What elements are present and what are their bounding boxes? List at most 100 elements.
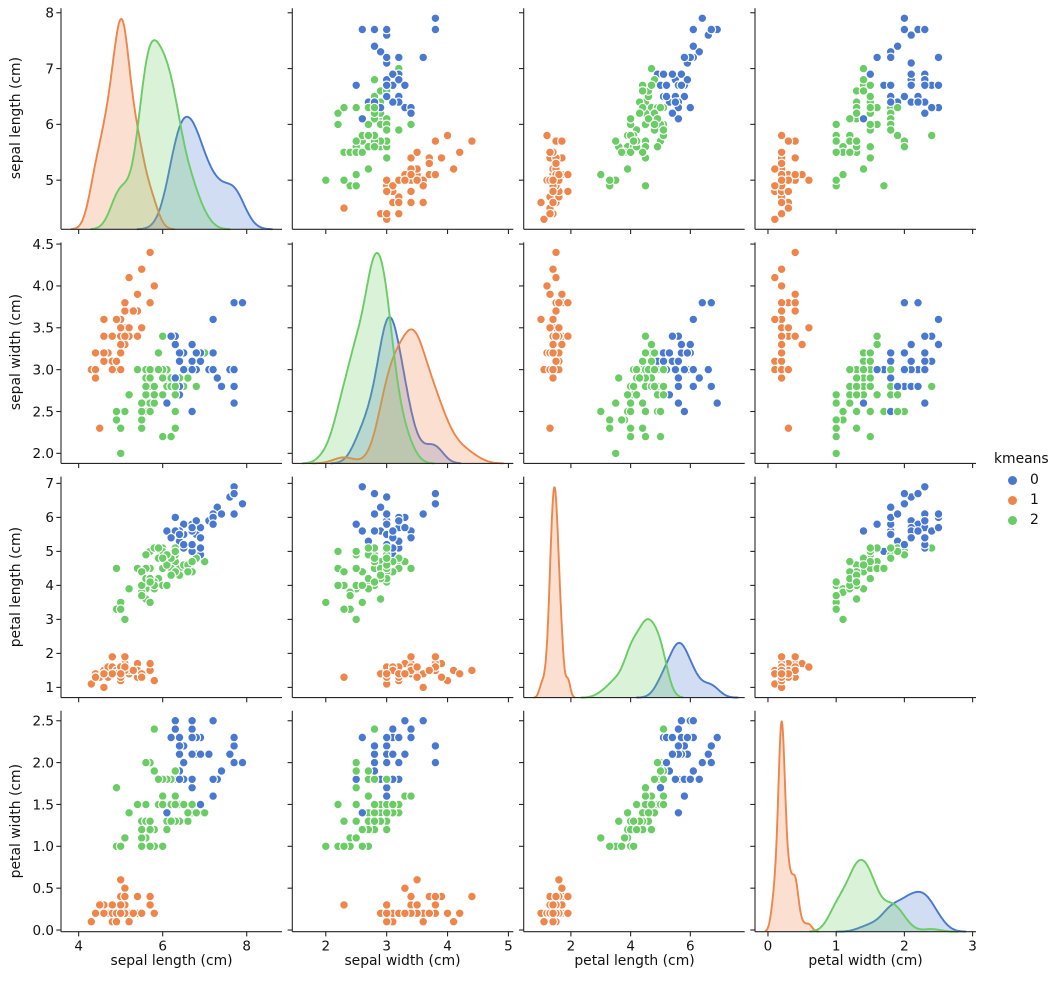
data-point-cluster-1 — [776, 158, 787, 169]
data-point-cluster-2 — [406, 563, 416, 574]
data-point-cluster-1 — [406, 891, 416, 902]
data-point-cluster-0 — [913, 297, 923, 308]
data-point-cluster-1 — [548, 264, 558, 275]
data-point-cluster-2 — [831, 415, 842, 425]
kde-curve-cluster-2 — [580, 618, 684, 699]
data-point-cluster-1 — [454, 908, 465, 919]
data-point-cluster-2 — [637, 398, 648, 409]
data-point-cluster-2 — [652, 141, 663, 152]
data-point-cluster-0 — [712, 398, 723, 409]
data-point-cluster-1 — [424, 665, 435, 676]
data-point-cluster-1 — [548, 339, 558, 350]
data-point-cluster-0 — [393, 52, 404, 63]
data-point-cluster-2 — [865, 91, 876, 102]
data-point-cluster-1 — [111, 314, 122, 325]
data-point-cluster-2 — [333, 799, 343, 810]
data-point-cluster-2 — [119, 406, 130, 417]
data-point-cluster-0 — [393, 74, 404, 85]
data-point-cluster-0 — [381, 91, 392, 102]
data-point-cluster-0 — [381, 732, 392, 743]
data-point-cluster-2 — [161, 580, 172, 591]
data-point-cluster-1 — [145, 297, 156, 308]
data-point-cluster-2 — [634, 108, 645, 119]
data-point-cluster-0 — [858, 113, 869, 124]
x-tick-label: 3 — [968, 939, 977, 955]
data-point-cluster-0 — [694, 774, 705, 785]
data-point-cluster-0 — [166, 732, 177, 743]
data-point-cluster-0 — [661, 757, 672, 768]
data-point-cluster-2 — [831, 398, 842, 409]
kde-curve-cluster-2 — [301, 252, 435, 465]
y-tick-label: 4.5 — [33, 237, 54, 253]
data-point-cluster-1 — [412, 672, 423, 683]
data-point-cluster-2 — [124, 389, 135, 400]
data-point-cluster-2 — [892, 406, 903, 417]
data-point-cluster-1 — [124, 272, 135, 283]
data-point-cluster-0 — [664, 348, 675, 358]
data-point-cluster-2 — [649, 348, 660, 358]
data-point-cluster-0 — [899, 297, 910, 308]
data-point-cluster-2 — [616, 841, 627, 852]
data-point-cluster-2 — [858, 560, 869, 570]
data-point-cluster-0 — [369, 488, 380, 499]
y-axis-label-sepal-width: sepal width (cm) — [3, 242, 29, 463]
data-point-cluster-1 — [551, 306, 561, 316]
data-point-cluster-1 — [557, 136, 567, 147]
data-point-cluster-0 — [679, 406, 690, 417]
kde-curve-cluster-0 — [635, 641, 739, 699]
data-point-cluster-2 — [166, 570, 177, 581]
data-point-cluster-2 — [157, 431, 168, 442]
data-point-cluster-0 — [178, 539, 189, 550]
data-point-cluster-2 — [649, 364, 660, 375]
data-point-cluster-0 — [208, 314, 219, 325]
data-point-cluster-0 — [933, 314, 944, 325]
data-point-cluster-0 — [174, 774, 185, 785]
data-point-cluster-1 — [776, 208, 787, 219]
kde-panel-r0c0: 5 6 7 8 — [45, 6, 282, 234]
data-point-cluster-0 — [208, 348, 219, 358]
legend-marker-cluster-1-icon — [1008, 495, 1017, 505]
data-point-cluster-0 — [387, 526, 398, 536]
data-point-cluster-2 — [879, 563, 889, 574]
data-point-cluster-0 — [381, 757, 392, 768]
y-tick-label: 3.0 — [33, 362, 54, 378]
legend-marker-cluster-2-icon — [1008, 515, 1017, 525]
data-point-cluster-0 — [706, 741, 717, 751]
data-point-cluster-0 — [688, 314, 699, 325]
data-point-cluster-1 — [790, 651, 801, 662]
data-point-cluster-1 — [339, 900, 349, 910]
data-point-cluster-2 — [628, 816, 639, 827]
data-point-cluster-0 — [351, 774, 362, 785]
data-point-cluster-1 — [119, 297, 130, 308]
data-point-cluster-0 — [919, 80, 930, 91]
legend-marker-cluster-0-icon — [1008, 475, 1017, 485]
data-point-cluster-0 — [885, 80, 896, 91]
data-point-cluster-1 — [86, 916, 97, 927]
data-point-cluster-0 — [661, 80, 672, 91]
data-point-cluster-0 — [208, 364, 219, 375]
data-point-cluster-2 — [145, 597, 156, 608]
data-point-cluster-2 — [640, 782, 651, 793]
data-point-cluster-2 — [613, 373, 624, 383]
data-point-cluster-2 — [604, 175, 615, 186]
data-point-cluster-1 — [339, 672, 349, 683]
x-axis-label-sepal-length: sepal length (cm) — [110, 953, 233, 969]
data-point-cluster-2 — [149, 389, 160, 400]
y-tick-label: 4 — [45, 578, 54, 594]
data-point-cluster-1 — [107, 364, 118, 375]
data-point-cluster-2 — [153, 348, 164, 358]
data-point-cluster-0 — [673, 113, 684, 124]
data-point-cluster-1 — [98, 314, 109, 325]
data-point-cluster-2 — [658, 125, 669, 135]
data-point-cluster-2 — [652, 757, 663, 768]
data-point-cluster-1 — [790, 169, 801, 180]
data-point-cluster-2 — [345, 590, 356, 601]
data-point-cluster-2 — [381, 125, 392, 135]
data-point-cluster-2 — [865, 373, 876, 383]
data-point-cluster-0 — [706, 297, 717, 308]
data-point-cluster-1 — [776, 197, 787, 208]
data-point-cluster-0 — [926, 102, 937, 113]
data-point-cluster-2 — [865, 381, 876, 392]
data-point-cluster-0 — [229, 364, 240, 375]
data-point-cluster-1 — [98, 668, 109, 679]
